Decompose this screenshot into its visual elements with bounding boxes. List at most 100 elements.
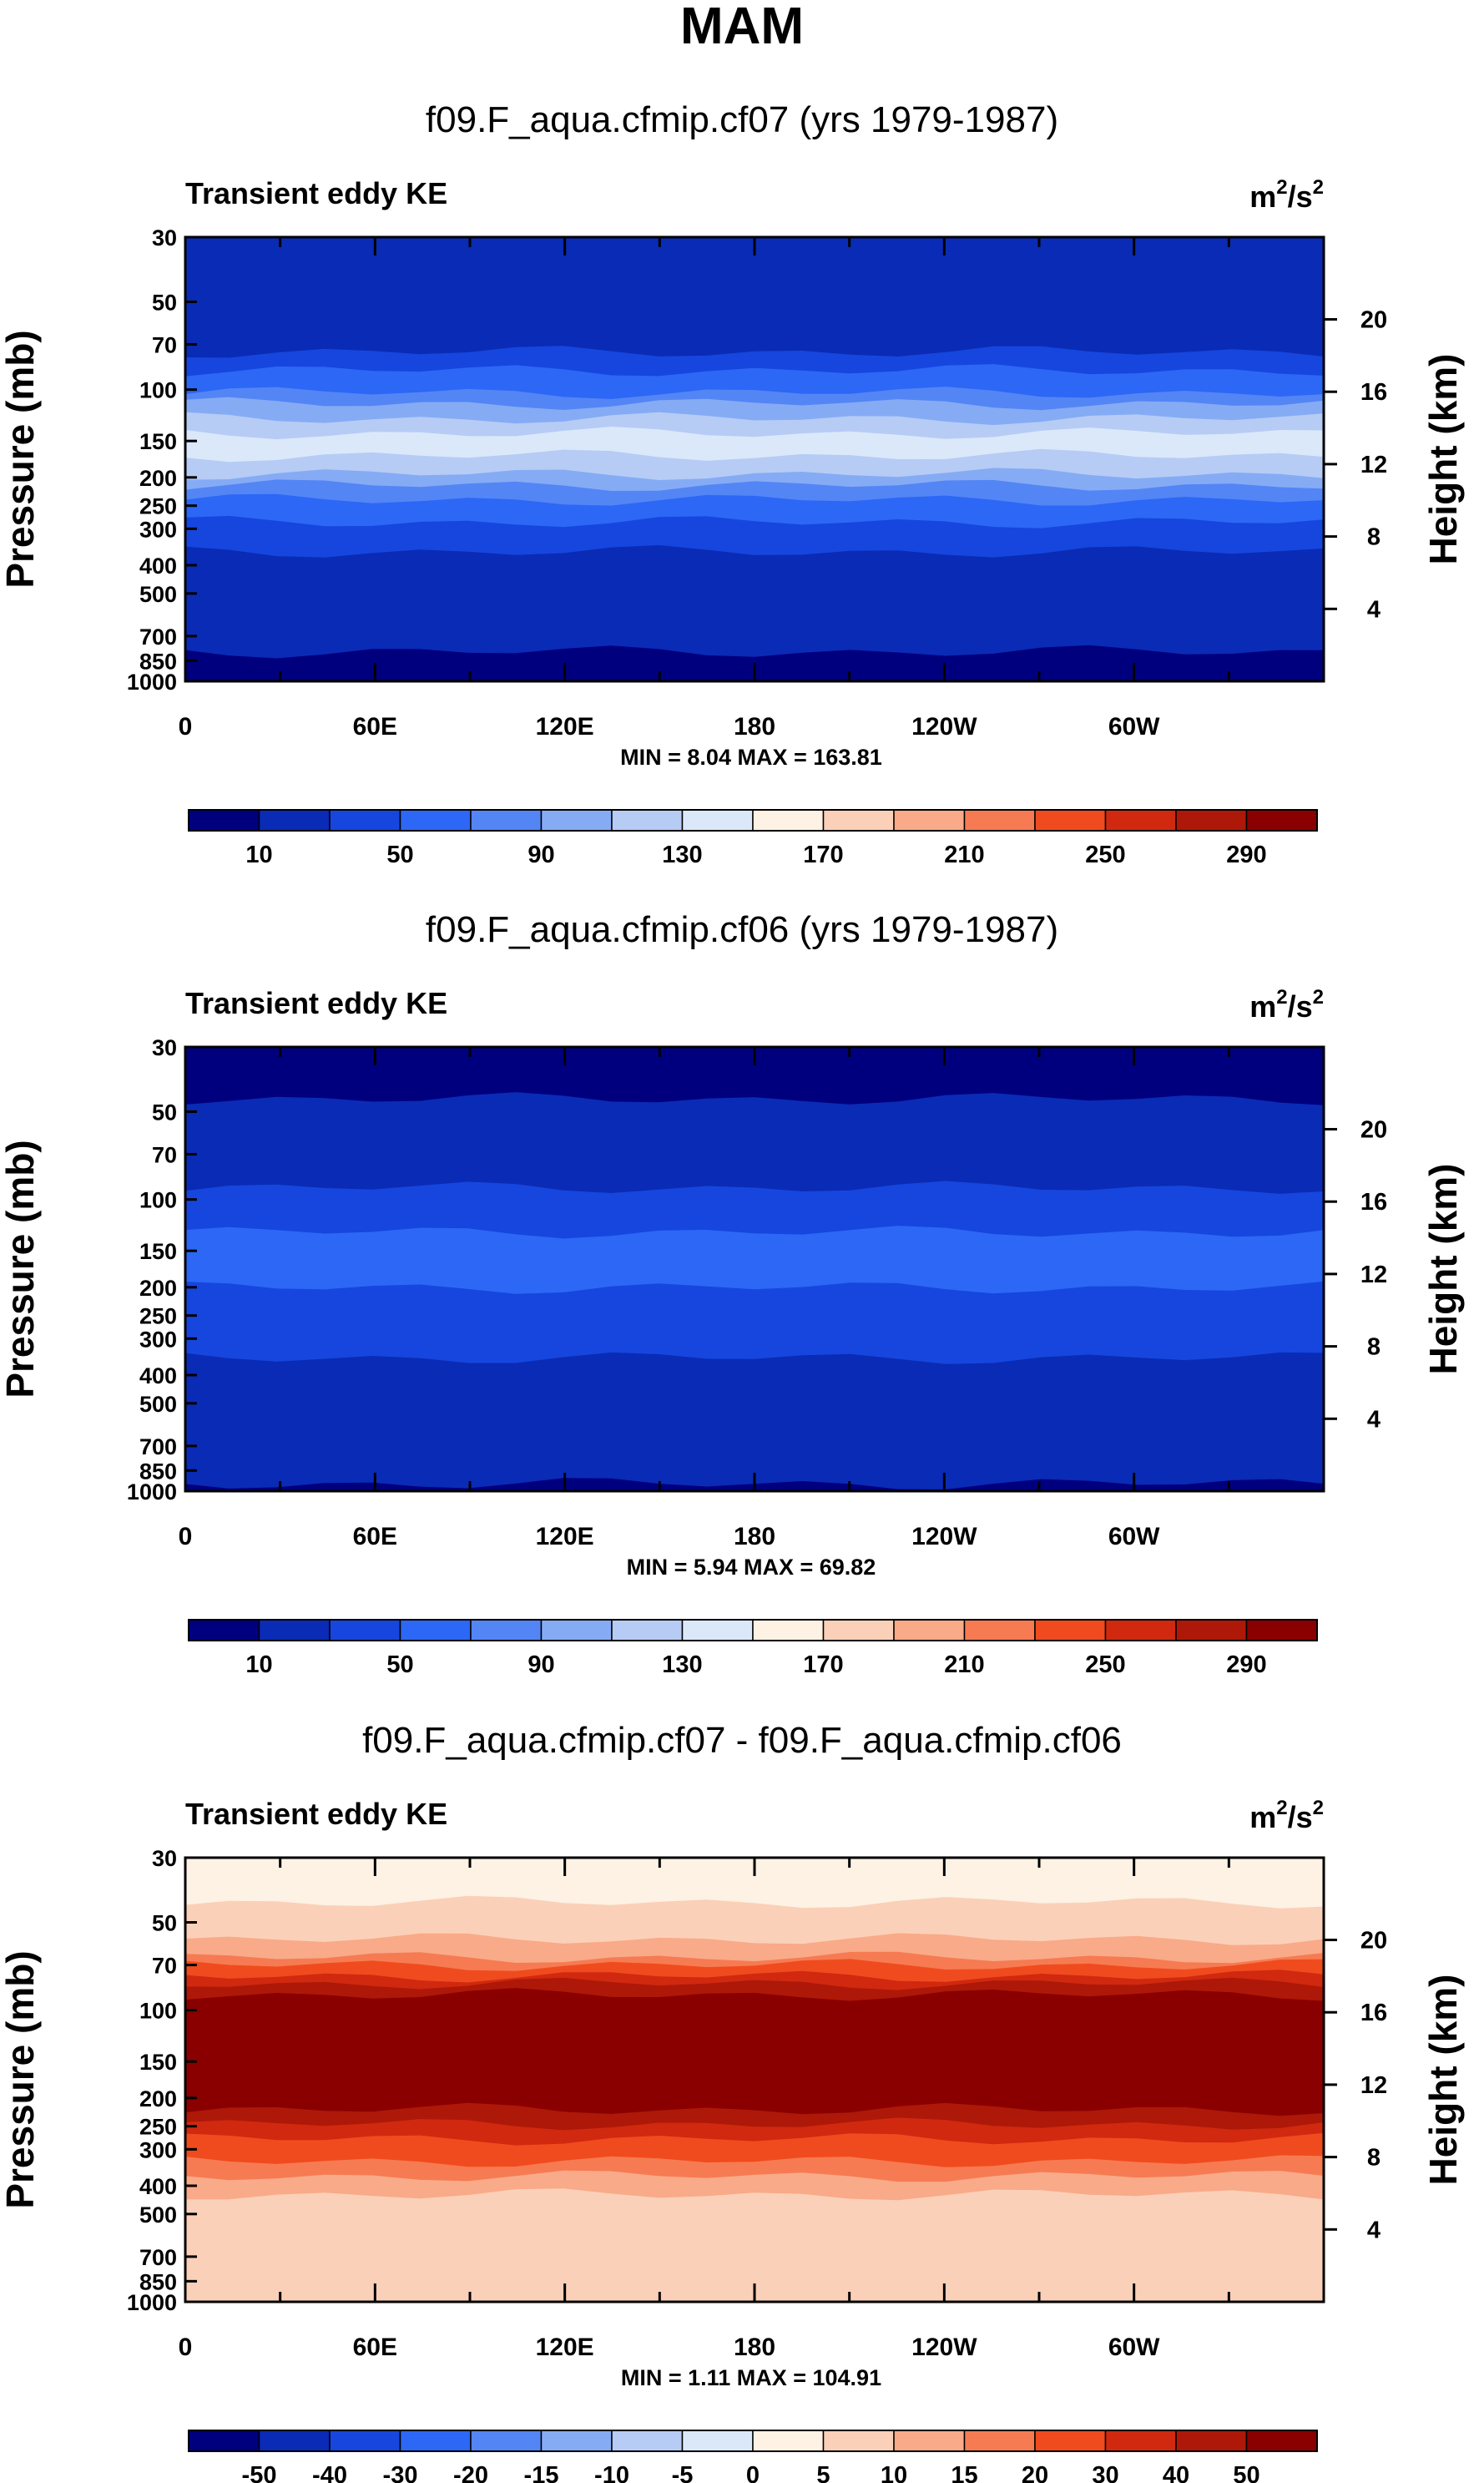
colorbar-swatch xyxy=(1245,809,1318,832)
y-tick-label: 70 xyxy=(152,1143,177,1168)
colorbar-label: -50 xyxy=(242,2462,277,2483)
colorbar-swatch xyxy=(1175,809,1248,832)
colorbar-swatch xyxy=(470,2430,543,2452)
colorbar-swatch xyxy=(258,1619,331,1641)
colorbar-swatch xyxy=(822,1619,895,1641)
x-tick-label: 60E xyxy=(353,1523,397,1550)
y-tick-label: 700 xyxy=(139,625,177,650)
y-tick-label: 250 xyxy=(139,1304,177,1329)
colorbar: -50 -40 -30 -20 -15 -10 -5 0 5 10 15 20 30 40 50 xyxy=(188,2430,1318,2483)
colorbar-label: 10 xyxy=(245,1651,272,1678)
colorbar-swatch xyxy=(1245,2430,1318,2452)
x-axis: 0 60E 120E 180 120W 60W xyxy=(179,1047,1230,1550)
x-tick-label: 180 xyxy=(734,1523,775,1550)
y-tick-label: 500 xyxy=(139,1392,177,1417)
x-tick-label: 120W xyxy=(911,2334,977,2361)
colorbar-swatch xyxy=(822,2430,895,2452)
y-tick-label: 100 xyxy=(139,1188,177,1213)
figure-title: MAM xyxy=(680,0,804,55)
units-label: m2/s2 xyxy=(1249,986,1324,1024)
colorbar-swatch xyxy=(1034,1619,1107,1641)
y2-tick-label: 20 xyxy=(1360,307,1387,334)
colorbar-frame xyxy=(188,2430,1318,2452)
colorbar-swatch xyxy=(752,1619,825,1641)
y-tick-label: 700 xyxy=(139,1434,177,1459)
colorbar-label: 90 xyxy=(527,1651,554,1678)
y-tick-label: 30 xyxy=(152,1035,177,1060)
colorbar-label: 130 xyxy=(662,842,702,868)
y2-tick-label: 12 xyxy=(1360,1262,1387,1288)
colorbar-label: -15 xyxy=(524,2462,559,2483)
y2-axis-title: Height (km) xyxy=(1421,1164,1465,1375)
y2-axis-title: Height (km) xyxy=(1421,354,1465,565)
y-tick-label: 100 xyxy=(139,1999,177,2024)
x-tick-label: 60E xyxy=(353,2334,397,2361)
panel-2: f09.F_aqua.cfmip.cf06 (yrs 1979-1987) Tra… xyxy=(0,909,1465,1678)
colorbar-swatch xyxy=(963,809,1036,832)
x-tick-label: 180 xyxy=(734,2334,775,2361)
y2-tick-label: 16 xyxy=(1360,1189,1387,1216)
colorbar-swatch xyxy=(1104,809,1177,832)
y-tick-label: 150 xyxy=(139,1239,177,1264)
y-tick-label: 70 xyxy=(152,333,177,358)
colorbar-swatch xyxy=(893,1619,966,1641)
panels: f09.F_aqua.cfmip.cf07 (yrs 1979-1987) Tra… xyxy=(0,99,1465,2483)
colorbar-label: 290 xyxy=(1226,1651,1266,1678)
x-tick-label: 60W xyxy=(1108,713,1160,741)
x-tick-label: 60E xyxy=(353,713,397,741)
colorbar-swatch xyxy=(329,1619,401,1641)
y2-tick-label: 20 xyxy=(1360,1928,1387,1955)
min-max-stats: MIN = 8.04 MAX = 163.81 xyxy=(620,745,882,770)
colorbar-swatch xyxy=(1245,1619,1318,1641)
x-tick-label: 120E xyxy=(536,1523,594,1550)
colorbar-swatch xyxy=(188,1619,260,1641)
colorbar-swatch xyxy=(681,1619,754,1641)
y-tick-label: 200 xyxy=(139,466,177,491)
colorbar-label: 290 xyxy=(1226,842,1266,868)
colorbar-label: 15 xyxy=(951,2462,977,2483)
colorbar-swatch xyxy=(752,2430,825,2452)
colorbar-label: 210 xyxy=(944,842,984,868)
y-tick-label: 1000 xyxy=(127,2290,177,2315)
x-tick-label: 120E xyxy=(536,713,594,741)
colorbar-label: 210 xyxy=(944,1651,984,1678)
units-label: m2/s2 xyxy=(1249,176,1324,214)
contour-field xyxy=(185,237,1324,681)
variable-label: Transient eddy KE xyxy=(185,176,447,210)
colorbar-swatch xyxy=(1175,1619,1248,1641)
x-tick-label: 120E xyxy=(536,2334,594,2361)
y-tick-label: 500 xyxy=(139,2202,177,2228)
y2-tick-label: 4 xyxy=(1367,2217,1381,2243)
colorbar-label: 5 xyxy=(816,2462,830,2483)
colorbar-swatch xyxy=(1034,809,1107,832)
x-tick-label: 180 xyxy=(734,713,775,741)
colorbar-label: 250 xyxy=(1085,842,1125,868)
colorbar-label: -10 xyxy=(594,2462,629,2483)
colorbar-swatch xyxy=(258,809,331,832)
contour-band xyxy=(185,1352,1324,1491)
y2-tick-label: 16 xyxy=(1360,379,1387,406)
y-tick-label: 50 xyxy=(152,1100,177,1125)
y-tick-label: 850 xyxy=(139,1459,177,1484)
colorbar-label: 90 xyxy=(527,842,554,868)
colorbar-swatch xyxy=(470,1619,543,1641)
min-max-stats: MIN = 5.94 MAX = 69.82 xyxy=(627,1555,876,1580)
contour-field xyxy=(185,1858,1324,2302)
colorbar-label: 50 xyxy=(1233,2462,1259,2483)
contour-band xyxy=(185,545,1324,681)
colorbar-label: 50 xyxy=(386,1651,413,1678)
y-tick-label: 150 xyxy=(139,2050,177,2075)
colorbar-swatch xyxy=(893,809,966,832)
y-tick-label: 850 xyxy=(139,649,177,674)
x-axis: 0 60E 120E 180 120W 60W xyxy=(179,237,1230,741)
y-tick-label: 400 xyxy=(139,1363,177,1388)
colorbar-label: 250 xyxy=(1085,1651,1125,1678)
colorbar-label: 170 xyxy=(803,842,843,868)
contour-field xyxy=(185,1047,1324,1491)
units-label: m2/s2 xyxy=(1249,1797,1324,1834)
y2-tick-label: 12 xyxy=(1360,2072,1387,2099)
colorbar-swatch xyxy=(258,2430,331,2452)
